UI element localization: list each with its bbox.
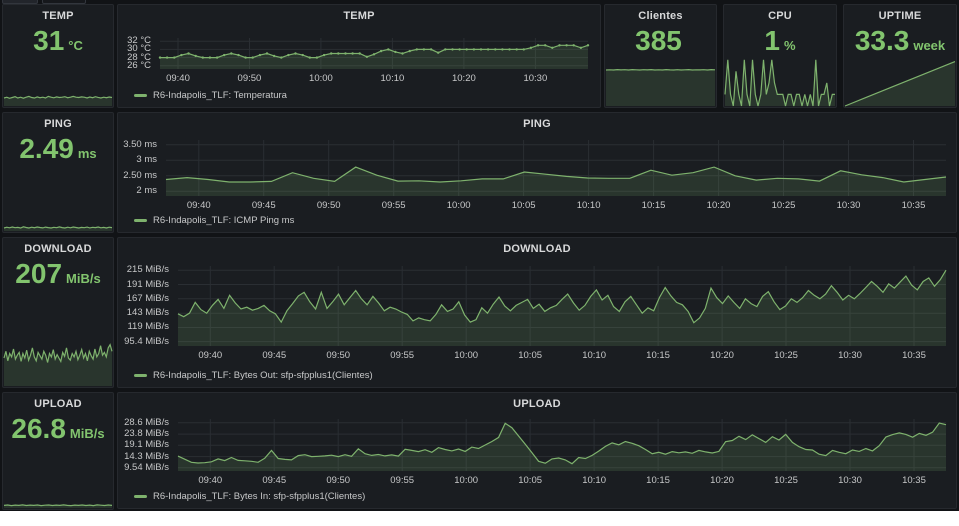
legend-series-swatch: [134, 495, 147, 498]
y-axis-labels: 32 °C 30 °C 28 °C 26 °C: [127, 35, 151, 71]
stat-value-number: 207: [15, 258, 63, 289]
x-axis-labels: 09:40 09:45 09:50 09:55 10:00 10:05 10:10 10:15…: [198, 350, 926, 361]
cpu-stat-panel: CPU 1 %: [723, 4, 837, 108]
sparkline: [3, 330, 113, 386]
stat-value: 26.8 MiB/s: [3, 413, 113, 497]
panel-title[interactable]: TEMP: [343, 10, 375, 22]
stat-value: 33.3 week: [844, 25, 956, 107]
cutoff-button-fragment[interactable]: [2, 0, 38, 4]
panel-title[interactable]: DOWNLOAD: [24, 243, 92, 255]
stat-value-number: 1: [764, 25, 780, 56]
download-stat-panel: DOWNLOAD 207 MiB/s: [2, 237, 114, 388]
stat-value-unit: MiB/s: [66, 271, 101, 286]
x-axis-labels: 09:40 09:50 10:00 10:10 10:20 10:30: [166, 73, 548, 84]
sparkline: [605, 66, 716, 106]
screenshot-bottom-margin: [0, 511, 959, 526]
y-axis-labels: 28.6 MiB/s 23.8 MiB/s 19.1 MiB/s 14.3 MiB/s…: [124, 416, 169, 473]
plot-area[interactable]: [177, 266, 947, 346]
temp-stat-panel: TEMP 31 °C: [2, 4, 114, 108]
stat-value: 385: [605, 25, 716, 107]
stat-value-unit: week: [913, 38, 946, 53]
panel-title[interactable]: DOWNLOAD: [503, 243, 571, 255]
plot-area[interactable]: [165, 140, 947, 196]
ping-chart-panel: PING 3.50 ms 3 ms 2.50 ms 2 ms 09:40 09:45 09…: [117, 112, 957, 233]
legend-series-name[interactable]: R6-Indapolis_TLF: Bytes Out: sfp-sfpplus…: [153, 370, 373, 381]
ping-stat-panel: PING 2.49 ms: [2, 112, 114, 233]
stat-value-unit: °C: [68, 38, 83, 53]
y-axis-labels: 215 MiB/s 191 MiB/s 167 MiB/s 143 MiB/s 119 …: [124, 264, 169, 347]
legend[interactable]: R6-Indapolis_TLF: Temperatura: [134, 90, 287, 101]
legend-series-swatch: [134, 219, 147, 222]
cutoff-button-fragment[interactable]: [42, 0, 86, 4]
panel-title[interactable]: UPLOAD: [513, 398, 561, 410]
sparkline: [724, 54, 835, 107]
sparkline: [3, 221, 113, 231]
legend[interactable]: R6-Indapolis_TLF: Bytes In: sfp-sfpplus1…: [134, 491, 365, 502]
panel-title[interactable]: UPLOAD: [34, 398, 82, 410]
stat-value: 207 MiB/s: [3, 258, 113, 367]
upload-stat-panel: UPLOAD 26.8 MiB/s: [2, 392, 114, 510]
stat-value: 1 %: [724, 25, 836, 107]
legend[interactable]: R6-Indapolis_TLF: ICMP Ping ms: [134, 215, 294, 226]
stat-value: 31 °C: [3, 25, 113, 93]
stat-value-unit: MiB/s: [69, 426, 105, 441]
x-axis-labels: 09:40 09:45 09:50 09:55 10:00 10:05 10:10 10:15…: [198, 475, 926, 486]
panel-title[interactable]: TEMP: [42, 10, 74, 22]
stat-value-unit: ms: [77, 146, 97, 161]
legend-series-name[interactable]: R6-Indapolis_TLF: Temperatura: [153, 90, 287, 101]
x-axis-labels: 09:40 09:45 09:50 09:55 10:00 10:05 10:10 10:15…: [186, 200, 926, 211]
stat-value: 2.49 ms: [3, 133, 113, 206]
sparkline: [3, 90, 113, 106]
sparkline: [844, 46, 956, 107]
plot-area[interactable]: [177, 419, 947, 471]
stat-value-number: 2.49: [19, 133, 74, 164]
clientes-stat-panel: Clientes 385: [604, 4, 717, 108]
legend-series-swatch: [134, 94, 147, 97]
stat-value-number: 33.3: [854, 25, 910, 56]
legend-series-name[interactable]: R6-Indapolis_TLF: Bytes In: sfp-sfpplus1…: [153, 491, 366, 502]
panel-title[interactable]: UPTIME: [878, 10, 922, 22]
stat-value-number: 26.8: [11, 413, 66, 444]
y-axis-labels: 3.50 ms 3 ms 2.50 ms 2 ms: [123, 138, 157, 197]
panel-title[interactable]: PING: [44, 118, 72, 130]
stat-value-number: 385: [635, 25, 682, 56]
legend-series-swatch: [134, 374, 147, 377]
legend-series-name[interactable]: R6-Indapolis_TLF: ICMP Ping ms: [153, 215, 295, 226]
download-chart-panel: DOWNLOAD 215 MiB/s 191 MiB/s 167 MiB/s 143 …: [117, 237, 957, 388]
stat-value-number: 31: [33, 25, 65, 56]
upload-chart-panel: UPLOAD 28.6 MiB/s 23.8 MiB/s 19.1 MiB/s 14.…: [117, 392, 957, 509]
legend[interactable]: R6-Indapolis_TLF: Bytes Out: sfp-sfpplus…: [134, 370, 373, 381]
plot-area[interactable]: [158, 38, 590, 69]
stat-value-unit: %: [784, 38, 796, 53]
panel-title[interactable]: PING: [523, 118, 551, 130]
uptime-stat-panel: UPTIME 33.3 week: [843, 4, 957, 108]
temp-chart-panel: TEMP 32 °C 30 °C 28 °C 26 °C 09:40 09:50 10:0…: [117, 4, 601, 108]
sparkline: [3, 496, 113, 508]
panel-title[interactable]: CPU: [768, 10, 792, 22]
panel-title[interactable]: Clientes: [638, 10, 683, 22]
